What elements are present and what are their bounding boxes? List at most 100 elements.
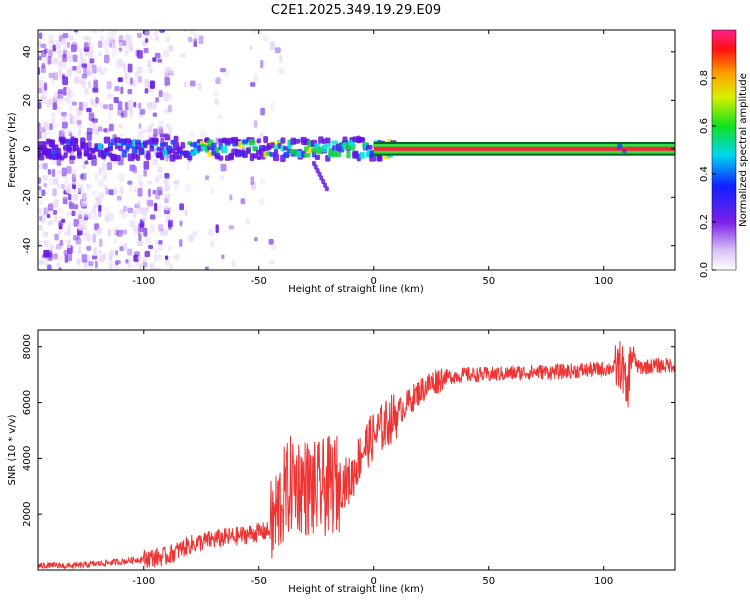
spectrogram-cell bbox=[137, 262, 144, 267]
spectrogram-cell bbox=[139, 219, 145, 228]
spectrogram-cell bbox=[99, 30, 105, 33]
spectrogram-cell bbox=[107, 229, 111, 237]
spectrogram-cell bbox=[97, 51, 102, 57]
spectrogram-cell bbox=[91, 30, 98, 34]
spectrogram-cell bbox=[101, 162, 106, 172]
spectrogram-cell bbox=[90, 154, 97, 159]
spectrogram-cell bbox=[69, 155, 76, 161]
spectrogram-cell bbox=[246, 147, 251, 154]
spectrogram-cell bbox=[164, 184, 170, 192]
spectrogram-cell bbox=[359, 137, 365, 142]
colorbar-gradient bbox=[711, 29, 737, 271]
spectrogram-cell bbox=[144, 250, 150, 258]
spectrogram-cell bbox=[163, 179, 169, 185]
spectrogram-cell bbox=[164, 197, 169, 204]
spectrogram-cell bbox=[73, 187, 77, 195]
spectrogram-cell bbox=[41, 30, 46, 31]
spectrogram-cell bbox=[64, 177, 69, 185]
spectrogram-cell bbox=[42, 132, 48, 140]
spectrogram-cell bbox=[179, 53, 186, 58]
spectrogram-cell bbox=[142, 256, 147, 263]
spectrogram-cell bbox=[106, 162, 113, 171]
spectrogram-cell bbox=[142, 142, 147, 148]
spectrogram-cell bbox=[143, 227, 148, 237]
spectrogram-cell bbox=[66, 166, 72, 174]
spectrogram-cell bbox=[108, 103, 114, 111]
spectrogram-cell bbox=[259, 197, 265, 206]
colorbar-tick-label: 0.0 bbox=[699, 262, 710, 278]
spectrogram-cell bbox=[283, 152, 290, 159]
spectrogram-cell bbox=[124, 45, 130, 54]
spectrogram-cell bbox=[68, 253, 73, 262]
spectrogram-cell bbox=[139, 264, 143, 270]
spectrogram-cell bbox=[67, 193, 72, 201]
spectrogram-cell bbox=[53, 72, 58, 81]
spectrogram-cell bbox=[94, 173, 99, 182]
spectrogram-cell bbox=[324, 186, 329, 192]
spectrogram-cell bbox=[49, 123, 53, 131]
spectrogram-cell bbox=[165, 36, 171, 43]
spectrogram-cell bbox=[84, 142, 89, 150]
spectrogram-cell bbox=[189, 30, 196, 35]
spectrogram-cell bbox=[147, 188, 151, 197]
y-tick-label: 8000 bbox=[22, 334, 33, 359]
spectrogram-cell bbox=[253, 73, 259, 83]
spectrogram-cell bbox=[144, 78, 150, 88]
spectrogram-cell bbox=[102, 173, 108, 181]
spectrogram-cell bbox=[98, 40, 103, 48]
spectrogram-cell bbox=[80, 143, 86, 149]
spectrogram-cell bbox=[47, 249, 53, 258]
spectrogram-cell bbox=[57, 170, 61, 175]
spectrogram-cell bbox=[141, 207, 148, 216]
spectrogram-cell bbox=[149, 214, 156, 220]
spectrogram-cell bbox=[152, 112, 158, 117]
spectrogram-cell bbox=[118, 123, 123, 129]
spectrogram-cell bbox=[49, 244, 54, 251]
spectrogram-cell bbox=[157, 58, 163, 63]
spectrogram-cell bbox=[167, 127, 173, 136]
x-tick-label: -100 bbox=[132, 276, 155, 287]
y-tick-label: -40 bbox=[22, 238, 33, 254]
spectrogram-cell bbox=[63, 152, 68, 159]
spectrogram-cell bbox=[78, 184, 84, 193]
spectrogram-cell bbox=[88, 261, 94, 266]
spectrogram-cell bbox=[88, 264, 93, 270]
spectrogram-cell bbox=[117, 101, 123, 110]
spectrogram-cell bbox=[138, 180, 143, 186]
spectrogram-cell bbox=[93, 79, 98, 89]
spectrogram-cell bbox=[137, 187, 143, 197]
spectrogram-panel: -100 -50 0 50 100 -40 -20 0 20 40 Height of stra… bbox=[7, 29, 676, 295]
spectrogram-cell bbox=[163, 49, 170, 58]
spectrogram-cell bbox=[149, 263, 155, 270]
spectrogram-cell bbox=[41, 189, 46, 196]
spectrogram-cell bbox=[154, 177, 160, 183]
spectrogram-cell bbox=[138, 102, 142, 109]
spectrogram-cell bbox=[44, 258, 49, 267]
spectrogram-cell bbox=[52, 44, 57, 52]
spectrogram-cell bbox=[220, 68, 226, 73]
spectrogram-cell bbox=[67, 232, 71, 237]
spectrogram-cell bbox=[127, 63, 133, 73]
spectrogram-cell bbox=[138, 112, 144, 118]
spectrogram-cell bbox=[158, 240, 163, 245]
spectrogram-cell bbox=[84, 50, 90, 57]
spectrogram-cell bbox=[86, 245, 92, 251]
spectrogram-cell bbox=[179, 239, 183, 247]
spectrogram-frame bbox=[37, 29, 676, 271]
spectrogram-cell bbox=[263, 34, 269, 42]
spectrogram-cell bbox=[73, 218, 80, 227]
spectrogram-cell bbox=[137, 200, 142, 207]
spectrogram-cell bbox=[38, 189, 41, 196]
spectrogram-cell bbox=[72, 54, 78, 62]
x-tick-label: 100 bbox=[594, 276, 613, 287]
spectrogram-cell bbox=[254, 236, 258, 242]
spectrogram-cell bbox=[129, 77, 134, 85]
spectrogram-cell bbox=[123, 205, 128, 212]
spectrogram-cell bbox=[77, 147, 82, 156]
spectrogram-cell bbox=[169, 264, 174, 269]
spectrogram-cell bbox=[73, 204, 79, 210]
spectrogram-cell bbox=[143, 47, 149, 54]
spectrogram-cell bbox=[155, 35, 159, 41]
spectrogram-cell bbox=[38, 67, 41, 75]
spectrogram-cell bbox=[72, 179, 78, 185]
